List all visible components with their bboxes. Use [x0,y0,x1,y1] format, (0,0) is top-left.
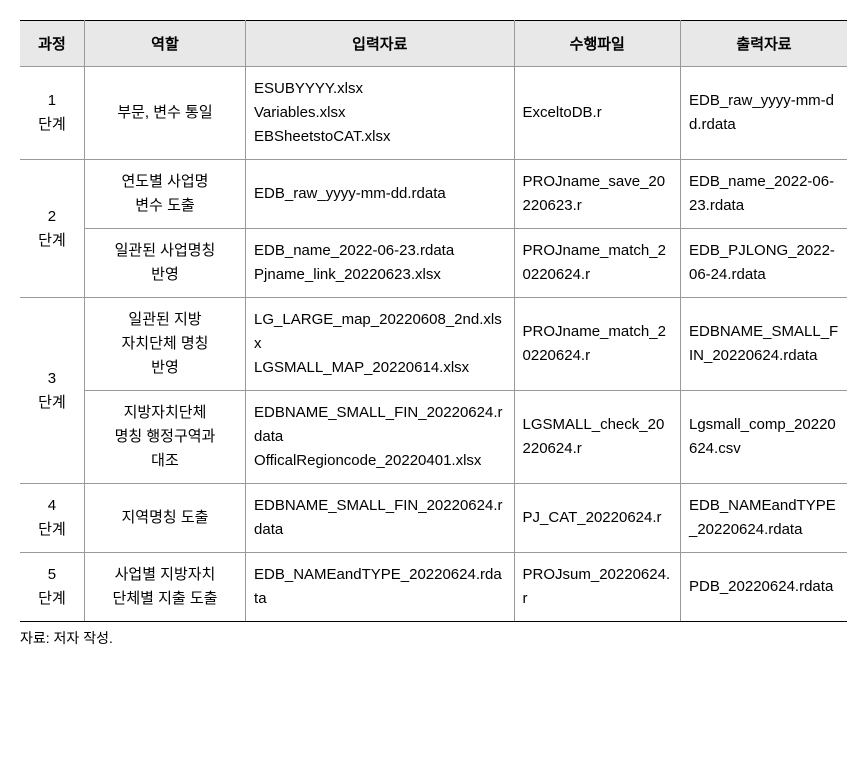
cell-role: 지방자치단체 명칭 행정구역과 대조 [84,391,245,484]
cell-role: 일관된 지방 자치단체 명칭 반영 [84,298,245,391]
cell-output: EDBNAME_SMALL_FIN_20220624.rdata [681,298,848,391]
table-row: 2 단계 연도별 사업명 변수 도출 EDB_raw_yyyy-mm-dd.rd… [20,160,847,229]
cell-input: LG_LARGE_map_20220608_2nd.xlsx LGSMALL_M… [246,298,515,391]
cell-exec: LGSMALL_check_20220624.r [514,391,680,484]
table-caption: 자료: 저자 작성. [20,628,847,648]
cell-exec: ExceltoDB.r [514,67,680,160]
cell-stage: 4 단계 [20,484,84,553]
table-row: 5 단계 사업별 지방자치 단체별 지출 도출 EDB_NAMEandTYPE_… [20,553,847,622]
cell-role: 부문, 변수 통일 [84,67,245,160]
process-table-wrapper: 과정 역할 입력자료 수행파일 출력자료 1 단계 부문, 변수 통일 ESUB… [20,20,847,648]
cell-exec: PROJname_save_20220623.r [514,160,680,229]
cell-output: PDB_20220624.rdata [681,553,848,622]
process-table: 과정 역할 입력자료 수행파일 출력자료 1 단계 부문, 변수 통일 ESUB… [20,20,847,622]
table-row: 일관된 사업명칭 반영 EDB_name_2022-06-23.rdata Pj… [20,229,847,298]
header-exec: 수행파일 [514,21,680,67]
header-output: 출력자료 [681,21,848,67]
table-row: 지방자치단체 명칭 행정구역과 대조 EDBNAME_SMALL_FIN_202… [20,391,847,484]
cell-stage: 2 단계 [20,160,84,298]
cell-stage: 1 단계 [20,67,84,160]
cell-input: EDB_raw_yyyy-mm-dd.rdata [246,160,515,229]
cell-output: EDB_raw_yyyy-mm-dd.rdata [681,67,848,160]
cell-input: EDB_name_2022-06-23.rdata Pjname_link_20… [246,229,515,298]
cell-exec: PROJname_match_20220624.r [514,298,680,391]
cell-exec: PJ_CAT_20220624.r [514,484,680,553]
table-row: 1 단계 부문, 변수 통일 ESUBYYYY.xlsx Variables.x… [20,67,847,160]
cell-input: EDBNAME_SMALL_FIN_20220624.rdata [246,484,515,553]
cell-input: EDBNAME_SMALL_FIN_20220624.rdata Offical… [246,391,515,484]
cell-exec: PROJsum_20220624.r [514,553,680,622]
cell-stage: 3 단계 [20,298,84,484]
header-row: 과정 역할 입력자료 수행파일 출력자료 [20,21,847,67]
cell-role: 연도별 사업명 변수 도출 [84,160,245,229]
cell-output: Lgsmall_comp_20220624.csv [681,391,848,484]
header-input: 입력자료 [246,21,515,67]
cell-exec: PROJname_match_20220624.r [514,229,680,298]
cell-output: EDB_name_2022-06-23.rdata [681,160,848,229]
cell-output: EDB_PJLONG_2022-06-24.rdata [681,229,848,298]
cell-role: 사업별 지방자치 단체별 지출 도출 [84,553,245,622]
cell-input: EDB_NAMEandTYPE_20220624.rdata [246,553,515,622]
cell-stage: 5 단계 [20,553,84,622]
header-role: 역할 [84,21,245,67]
table-row: 4 단계 지역명칭 도출 EDBNAME_SMALL_FIN_20220624.… [20,484,847,553]
cell-input: ESUBYYYY.xlsx Variables.xlsx EBSheetstoC… [246,67,515,160]
header-stage: 과정 [20,21,84,67]
cell-role: 지역명칭 도출 [84,484,245,553]
cell-output: EDB_NAMEandTYPE_20220624.rdata [681,484,848,553]
table-row: 3 단계 일관된 지방 자치단체 명칭 반영 LG_LARGE_map_2022… [20,298,847,391]
cell-role: 일관된 사업명칭 반영 [84,229,245,298]
table-body: 1 단계 부문, 변수 통일 ESUBYYYY.xlsx Variables.x… [20,67,847,622]
